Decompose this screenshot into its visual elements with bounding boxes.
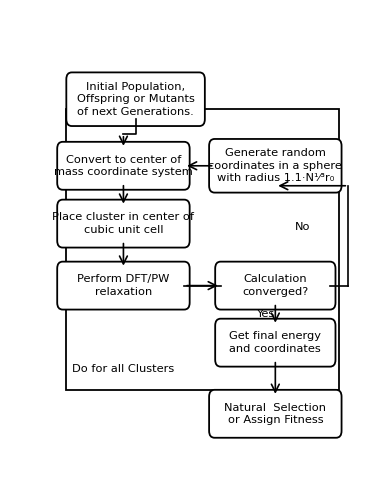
Text: Do for all Clusters: Do for all Clusters (72, 364, 174, 374)
Text: Yes: Yes (256, 309, 274, 319)
Text: Calculation
converged?: Calculation converged? (242, 274, 309, 297)
Text: Convert to center of
mass coordinate system: Convert to center of mass coordinate sys… (54, 155, 193, 177)
Text: Initial Population,
Offspring or Mutants
of next Generations.: Initial Population, Offspring or Mutants… (77, 82, 194, 117)
FancyBboxPatch shape (209, 139, 341, 193)
FancyBboxPatch shape (57, 262, 190, 310)
FancyBboxPatch shape (215, 319, 336, 367)
FancyBboxPatch shape (57, 200, 190, 247)
Text: Get final energy
and coordinates: Get final energy and coordinates (229, 331, 321, 354)
Text: Place cluster in center of
cubic unit cell: Place cluster in center of cubic unit ce… (53, 212, 194, 235)
FancyBboxPatch shape (66, 109, 339, 390)
FancyBboxPatch shape (209, 390, 341, 438)
FancyBboxPatch shape (215, 262, 336, 310)
Text: Generate random
coordinates in a sphere
with radius 1.1·N¹⁄³r₀: Generate random coordinates in a sphere … (209, 148, 342, 183)
FancyBboxPatch shape (66, 73, 205, 126)
Text: Perform DFT/PW
relaxation: Perform DFT/PW relaxation (77, 274, 170, 297)
FancyBboxPatch shape (57, 142, 190, 190)
Text: No: No (295, 222, 310, 232)
Text: Natural  Selection
or Assign Fitness: Natural Selection or Assign Fitness (224, 403, 326, 425)
